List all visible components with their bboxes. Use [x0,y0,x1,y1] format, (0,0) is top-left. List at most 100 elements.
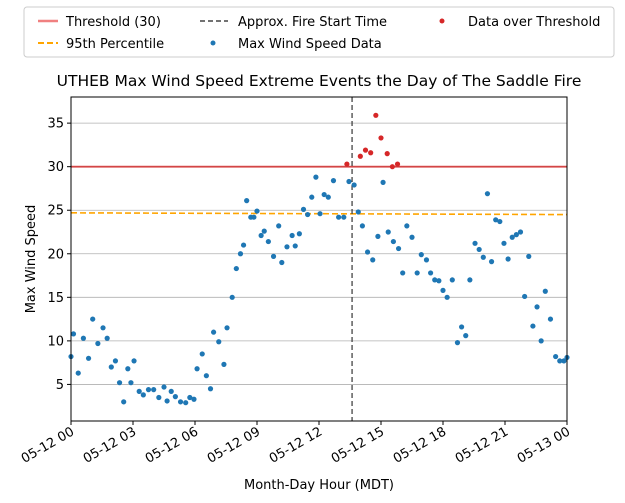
over-threshold-point [344,161,350,167]
data-point [136,388,142,394]
data-point [325,194,331,200]
data-point [183,400,189,406]
data-point [317,211,323,217]
data-point [161,384,167,390]
data-point [440,287,446,293]
legend-threshold-label: Threshold (30) [65,15,161,30]
data-point [279,259,285,266]
data-point [534,304,540,310]
legend-over-marker [439,18,445,24]
data-point [414,270,420,276]
data-point [112,358,119,364]
data-point [497,218,503,225]
x-tick-label: 05-13 00 [515,424,573,466]
data-point [172,394,178,400]
over-threshold-point [389,164,395,170]
data-points [68,112,570,406]
data-point [207,386,214,392]
data-point [351,182,357,188]
data-point [359,223,365,229]
data-point [423,257,430,263]
legend: Threshold (30) 95th Percentile Approx. F… [23,6,615,58]
plot-frame [70,96,568,422]
data-point [261,228,267,234]
over-threshold-point [394,161,401,167]
data-point [216,339,222,345]
x-tick-label: 05-12 18 [391,424,449,466]
over-threshold-point [357,153,363,159]
over-threshold-point [362,147,369,153]
data-point [454,340,461,346]
data-point [467,277,473,283]
y-tick-label: 20 [47,247,64,262]
x-tick-label: 05-12 21 [453,424,511,466]
x-axis: 05-12 00 05-12 03 05-12 06 05-12 09 05-12 12… [19,421,573,467]
data-point [542,288,548,294]
x-tick-label: 05-12 09 [205,424,263,466]
data-point [300,206,307,212]
data-point [370,257,376,263]
data-point [177,399,184,405]
data-point [561,358,567,364]
x-tick-label: 05-12 15 [329,424,387,466]
data-point [284,244,290,250]
data-point [221,361,227,367]
data-point [501,240,507,246]
data-point [505,256,511,262]
data-point [517,229,524,235]
data-point [418,252,424,258]
data-point [375,233,381,239]
data-point [305,211,311,218]
data-point [480,254,486,260]
y-tick-label: 25 [47,204,64,219]
data-point [270,253,277,259]
data-point [104,335,110,341]
data-point [436,278,442,284]
data-point [70,331,77,337]
data-point [313,174,319,180]
y-axis: 5 10 15 20 25 30 35 [47,117,71,393]
data-point [296,231,302,237]
data-point [380,179,386,185]
legend-fire-start-label: Approx. Fire Start Time [238,15,387,30]
data-point [459,324,465,330]
data-point [385,229,391,235]
legend-frame [23,6,615,58]
data-point [131,358,137,364]
data-point [472,240,478,246]
data-point [509,234,515,240]
data-point [557,358,563,364]
data-point [121,399,127,405]
reference-lines [70,97,568,421]
data-point [168,388,174,394]
over-threshold-point [378,135,384,141]
data-point [251,214,257,220]
x-tick-label: 05-12 06 [143,424,201,466]
data-point [125,366,131,372]
data-point [292,243,298,249]
legend-percentile-label: 95th Percentile [66,37,164,52]
x-tick-label: 05-12 00 [19,424,77,466]
data-point [493,217,499,223]
grid [71,122,567,385]
data-point [390,238,396,245]
data-point [145,387,152,393]
legend-over-label: Data over Threshold [468,15,600,30]
data-point [203,373,209,379]
data-point [265,238,271,245]
data-point [240,242,247,248]
y-tick-label: 15 [47,291,64,306]
data-point [194,366,200,372]
x-axis-title: Month-Day Hour (MDT) [244,478,394,493]
data-point [553,353,559,360]
data-point [355,209,361,215]
data-point [476,246,482,253]
data-point [309,194,315,200]
data-point [336,214,342,220]
x-tick-label: 05-12 03 [81,424,139,466]
data-point [513,232,519,238]
data-point [444,294,450,300]
data-point [90,316,96,322]
data-point [463,333,469,339]
